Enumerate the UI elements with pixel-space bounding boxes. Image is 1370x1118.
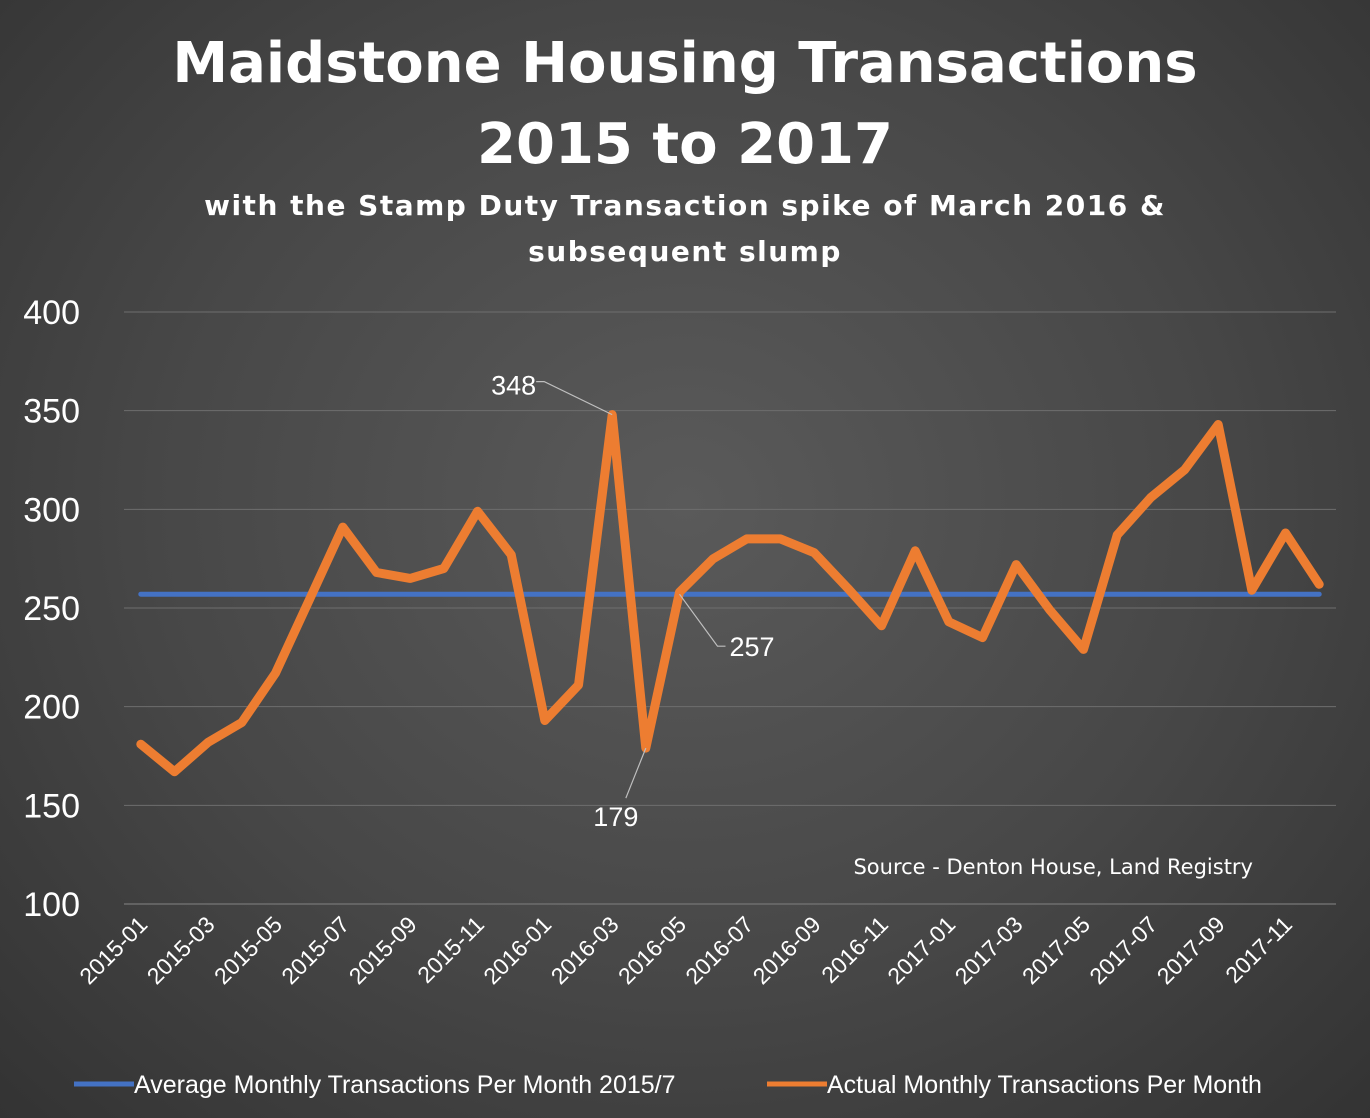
- data-label: 348: [491, 371, 536, 401]
- x-tick-label: 2017-01: [882, 911, 960, 989]
- data-label-leader: [625, 747, 647, 799]
- data-label-leader: [536, 381, 613, 416]
- chart-subtitle-line-2: subsequent slump: [528, 235, 842, 268]
- x-tick-label: 2017-03: [950, 911, 1028, 989]
- gridlines: [124, 311, 1336, 905]
- chart-subtitle-line-1: with the Stamp Duty Transaction spike of…: [204, 189, 1166, 222]
- legend-label-average: Average Monthly Transactions Per Month 2…: [134, 1071, 676, 1099]
- data-label-leader: [679, 593, 726, 647]
- y-tick-label: 200: [23, 689, 80, 727]
- x-tick-label: 2015-11: [412, 911, 489, 988]
- x-tick-label: 2016-01: [478, 911, 556, 989]
- data-label: 179: [593, 802, 638, 832]
- y-axis: 100 150 200 250 300 350 400: [23, 294, 80, 924]
- y-tick-label: 100: [23, 886, 80, 924]
- chart-title-line-1: Maidstone Housing Transactions: [172, 31, 1197, 96]
- y-tick-label: 400: [23, 294, 80, 332]
- x-tick-label: 2016-11: [816, 911, 893, 988]
- y-tick-label: 350: [23, 393, 80, 431]
- x-tick-label: 2015-03: [142, 911, 220, 989]
- x-tick-label: 2016-09: [748, 911, 826, 989]
- legend-label-actual: Actual Monthly Transactions Per Month: [827, 1071, 1262, 1099]
- x-tick-label: 2016-03: [546, 911, 624, 989]
- legend: Average Monthly Transactions Per Month 2…: [74, 1071, 1262, 1099]
- y-tick-label: 250: [23, 590, 80, 628]
- data-labels: 348 179 257: [491, 371, 774, 832]
- series-line-actual: [136, 410, 1324, 777]
- data-label: 257: [730, 632, 775, 662]
- y-tick-label: 300: [23, 491, 80, 529]
- x-axis: 2015-012015-032015-052015-072015-092015-…: [74, 911, 1297, 989]
- x-tick-label: 2017-11: [1220, 911, 1297, 988]
- x-tick-label: 2015-05: [209, 911, 287, 989]
- chart-title-line-2: 2015 to 2017: [477, 112, 893, 177]
- source-note: Source - Denton House, Land Registry: [853, 855, 1253, 879]
- x-tick-label: 2016-05: [613, 911, 691, 989]
- y-tick-label: 150: [23, 787, 80, 825]
- x-tick-label: 2017-05: [1017, 911, 1095, 989]
- x-tick-label: 2015-09: [344, 911, 422, 989]
- x-tick-label: 2017-07: [1084, 911, 1162, 989]
- x-tick-label: 2016-07: [680, 911, 758, 989]
- x-tick-label: 2015-01: [74, 911, 152, 989]
- x-tick-label: 2017-09: [1152, 911, 1230, 989]
- x-tick-label: 2015-07: [276, 911, 354, 989]
- series-lines: [136, 410, 1324, 777]
